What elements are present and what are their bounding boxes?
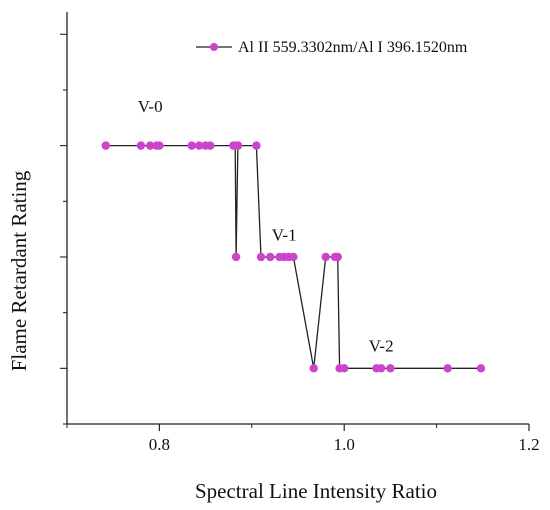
legend: Al II 559.3302nm/Al I 396.1520nm: [196, 39, 468, 56]
x-tick-label: 0.8: [149, 435, 170, 454]
ticks: 0.8 1.0 1.2: [60, 33, 540, 454]
y-axis-title: Flame Retardant Rating: [7, 170, 31, 371]
data-point: [340, 364, 349, 373]
x-tick-label: 1.2: [518, 435, 539, 454]
data-point: [187, 141, 196, 150]
data-point: [252, 141, 261, 150]
data-point: [443, 364, 452, 373]
x-axis-title: Spectral Line Intensity Ratio: [195, 479, 437, 503]
data-point: [136, 141, 146, 150]
axes: [66, 12, 529, 425]
data-point: [266, 252, 275, 262]
data-point: [386, 364, 395, 373]
legend-label: Al II 559.3302nm/Al I 396.1520nm: [238, 39, 468, 56]
data-point: [256, 252, 266, 262]
data-point: [206, 141, 215, 150]
rating-annotation: V-0: [138, 97, 163, 116]
rating-annotation: V-2: [369, 337, 394, 356]
annotation-layer: V-0 V-1 V-2: [138, 97, 394, 355]
data-point: [194, 141, 204, 150]
data-point: [231, 252, 241, 262]
data-point: [333, 252, 342, 262]
data-point: [233, 141, 243, 150]
rating-annotation: V-1: [272, 225, 297, 244]
data-point: [476, 364, 486, 373]
data-point: [376, 364, 386, 373]
legend-marker: [210, 43, 218, 51]
data-point: [101, 141, 111, 150]
data-point: [145, 141, 155, 150]
data-point: [309, 364, 318, 373]
data-point: [155, 141, 164, 150]
x-tick-label: 1.0: [334, 435, 355, 454]
data-point: [321, 252, 330, 262]
data-point: [289, 252, 298, 262]
series-layer: [101, 141, 486, 373]
